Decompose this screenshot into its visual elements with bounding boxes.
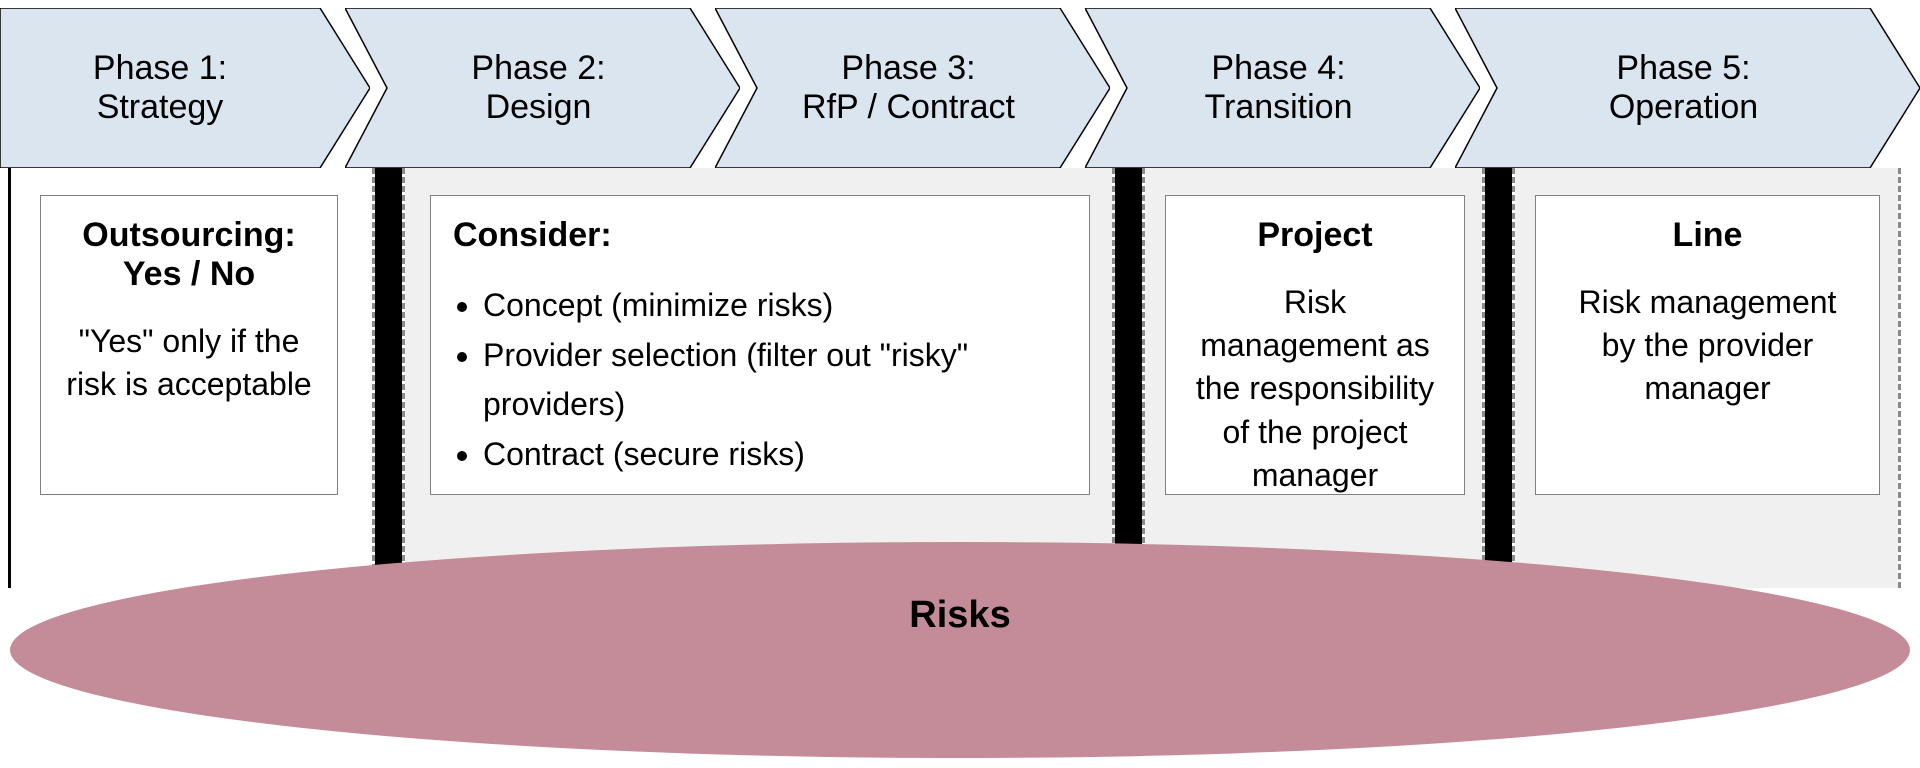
dashed-divider-5 xyxy=(1512,168,1515,588)
dashed-divider-6 xyxy=(1898,168,1901,588)
column-slab-1 xyxy=(375,168,402,588)
phase-chevron-2: Phase 2:Design xyxy=(345,8,740,168)
dashed-divider-3 xyxy=(1142,168,1145,588)
risks-label: Risks xyxy=(840,594,1080,637)
consider-bullet-2: Contract (secure risks) xyxy=(483,430,1067,480)
phase-chevron-4: Phase 4:Transition xyxy=(1085,8,1480,168)
project-title: Project xyxy=(1188,216,1442,255)
line-body: Risk management by the provider manager xyxy=(1558,281,1857,411)
column-slab-3 xyxy=(1115,168,1142,588)
outsourcing-body: "Yes" only if the risk is acceptable xyxy=(63,320,315,406)
outsourcing-title: Outsourcing: Yes / No xyxy=(63,216,315,294)
solid-divider-0 xyxy=(8,168,11,588)
dashed-divider-0 xyxy=(372,168,375,588)
phase-chevron-5: Phase 5:Operation xyxy=(1455,8,1920,168)
consider-bullet-1: Provider selection (filter out "risky" p… xyxy=(483,331,1067,430)
phase-chevron-row: Phase 1:StrategyPhase 2:DesignPhase 3:Rf… xyxy=(0,8,1920,168)
dashed-divider-1 xyxy=(402,168,405,588)
phase-chevron-3: Phase 3:RfP / Contract xyxy=(715,8,1110,168)
outsourcing-risk-phases-diagram: Phase 1:StrategyPhase 2:DesignPhase 3:Rf… xyxy=(0,0,1920,768)
phase-chevron-1: Phase 1:Strategy xyxy=(0,8,370,168)
line-box: Line Risk management by the provider mana… xyxy=(1535,195,1880,495)
dashed-divider-2 xyxy=(1112,168,1115,588)
outsourcing-box: Outsourcing: Yes / No "Yes" only if the r… xyxy=(40,195,338,495)
risks-ellipse xyxy=(10,542,1910,758)
consider-bullet-0: Concept (minimize risks) xyxy=(483,281,1067,331)
consider-box: Consider: Concept (minimize risks)Provide… xyxy=(430,195,1090,495)
column-slab-5 xyxy=(1485,168,1512,588)
project-box: Project Risk management as the responsibi… xyxy=(1165,195,1465,495)
dashed-divider-4 xyxy=(1482,168,1485,588)
line-title: Line xyxy=(1558,216,1857,255)
project-body: Risk management as the responsibility of… xyxy=(1188,281,1442,497)
consider-bullets: Concept (minimize risks)Provider selecti… xyxy=(453,281,1067,479)
consider-title: Consider: xyxy=(453,216,1067,255)
